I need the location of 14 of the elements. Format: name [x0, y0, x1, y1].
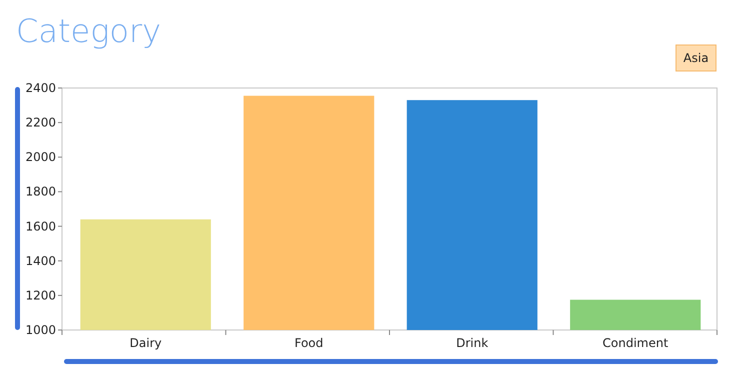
y-tick-label: 1600 — [25, 219, 56, 234]
y-tick-label: 1800 — [25, 184, 56, 199]
x-tick-label: Dairy — [130, 336, 162, 350]
y-tick-label: 2400 — [25, 81, 56, 95]
y-tick-label: 1400 — [25, 254, 56, 268]
y-tick-label: 2200 — [25, 116, 56, 130]
x-tick-label: Food — [294, 336, 324, 350]
x-tick-label: Condiment — [602, 336, 668, 350]
text: Asia — [683, 51, 709, 65]
y-tick-label: 2000 — [25, 150, 56, 164]
chart-title: Category — [16, 12, 162, 50]
y-tick-label: 1000 — [25, 323, 56, 337]
x-tick-label: Drink — [456, 336, 488, 350]
y-tick-label: 1200 — [25, 288, 56, 302]
